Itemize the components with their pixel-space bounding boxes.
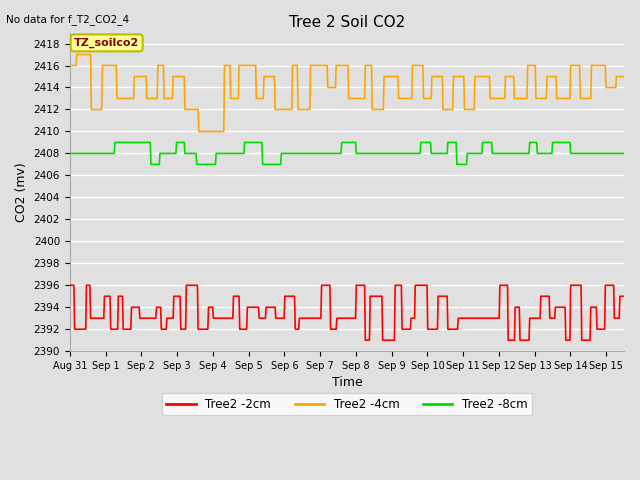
Line: Tree2 -2cm: Tree2 -2cm bbox=[70, 285, 624, 340]
Tree2 -8cm bbox=[111, 140, 118, 145]
Tree2 -4cm bbox=[195, 129, 203, 134]
Tree2 -2cm bbox=[487, 315, 495, 321]
Tree2 -4cm bbox=[488, 96, 495, 101]
Tree2 -8cm bbox=[147, 162, 155, 168]
Tree2 -4cm bbox=[66, 62, 74, 68]
Tree2 -2cm bbox=[620, 293, 628, 299]
Tree2 -4cm bbox=[620, 73, 628, 79]
Tree2 -4cm bbox=[545, 73, 552, 79]
Text: No data for f_T2_CO2_4: No data for f_T2_CO2_4 bbox=[6, 14, 129, 25]
Tree2 -8cm bbox=[404, 151, 412, 156]
Tree2 -8cm bbox=[66, 151, 74, 156]
Line: Tree2 -4cm: Tree2 -4cm bbox=[70, 55, 624, 132]
Tree2 -8cm bbox=[620, 151, 628, 156]
Tree2 -8cm bbox=[100, 151, 108, 156]
Tree2 -2cm bbox=[362, 337, 369, 343]
Title: Tree 2 Soil CO2: Tree 2 Soil CO2 bbox=[289, 15, 405, 30]
Tree2 -2cm bbox=[66, 282, 74, 288]
Tree2 -8cm bbox=[488, 140, 495, 145]
Tree2 -4cm bbox=[100, 62, 108, 68]
Tree2 -2cm bbox=[420, 282, 428, 288]
Tree2 -2cm bbox=[100, 315, 108, 321]
X-axis label: Time: Time bbox=[332, 376, 362, 389]
Y-axis label: CO2 (mv): CO2 (mv) bbox=[15, 162, 28, 222]
Tree2 -2cm bbox=[544, 293, 552, 299]
Tree2 -4cm bbox=[404, 96, 412, 101]
Tree2 -8cm bbox=[420, 140, 428, 145]
Legend: Tree2 -2cm, Tree2 -4cm, Tree2 -8cm: Tree2 -2cm, Tree2 -4cm, Tree2 -8cm bbox=[161, 393, 532, 415]
Text: TZ_soilco2: TZ_soilco2 bbox=[74, 38, 140, 48]
Tree2 -2cm bbox=[403, 326, 411, 332]
Tree2 -4cm bbox=[73, 52, 81, 58]
Tree2 -8cm bbox=[389, 151, 397, 156]
Line: Tree2 -8cm: Tree2 -8cm bbox=[70, 143, 624, 165]
Tree2 -2cm bbox=[388, 337, 396, 343]
Tree2 -8cm bbox=[545, 151, 552, 156]
Tree2 -4cm bbox=[389, 73, 397, 79]
Tree2 -4cm bbox=[420, 96, 428, 101]
